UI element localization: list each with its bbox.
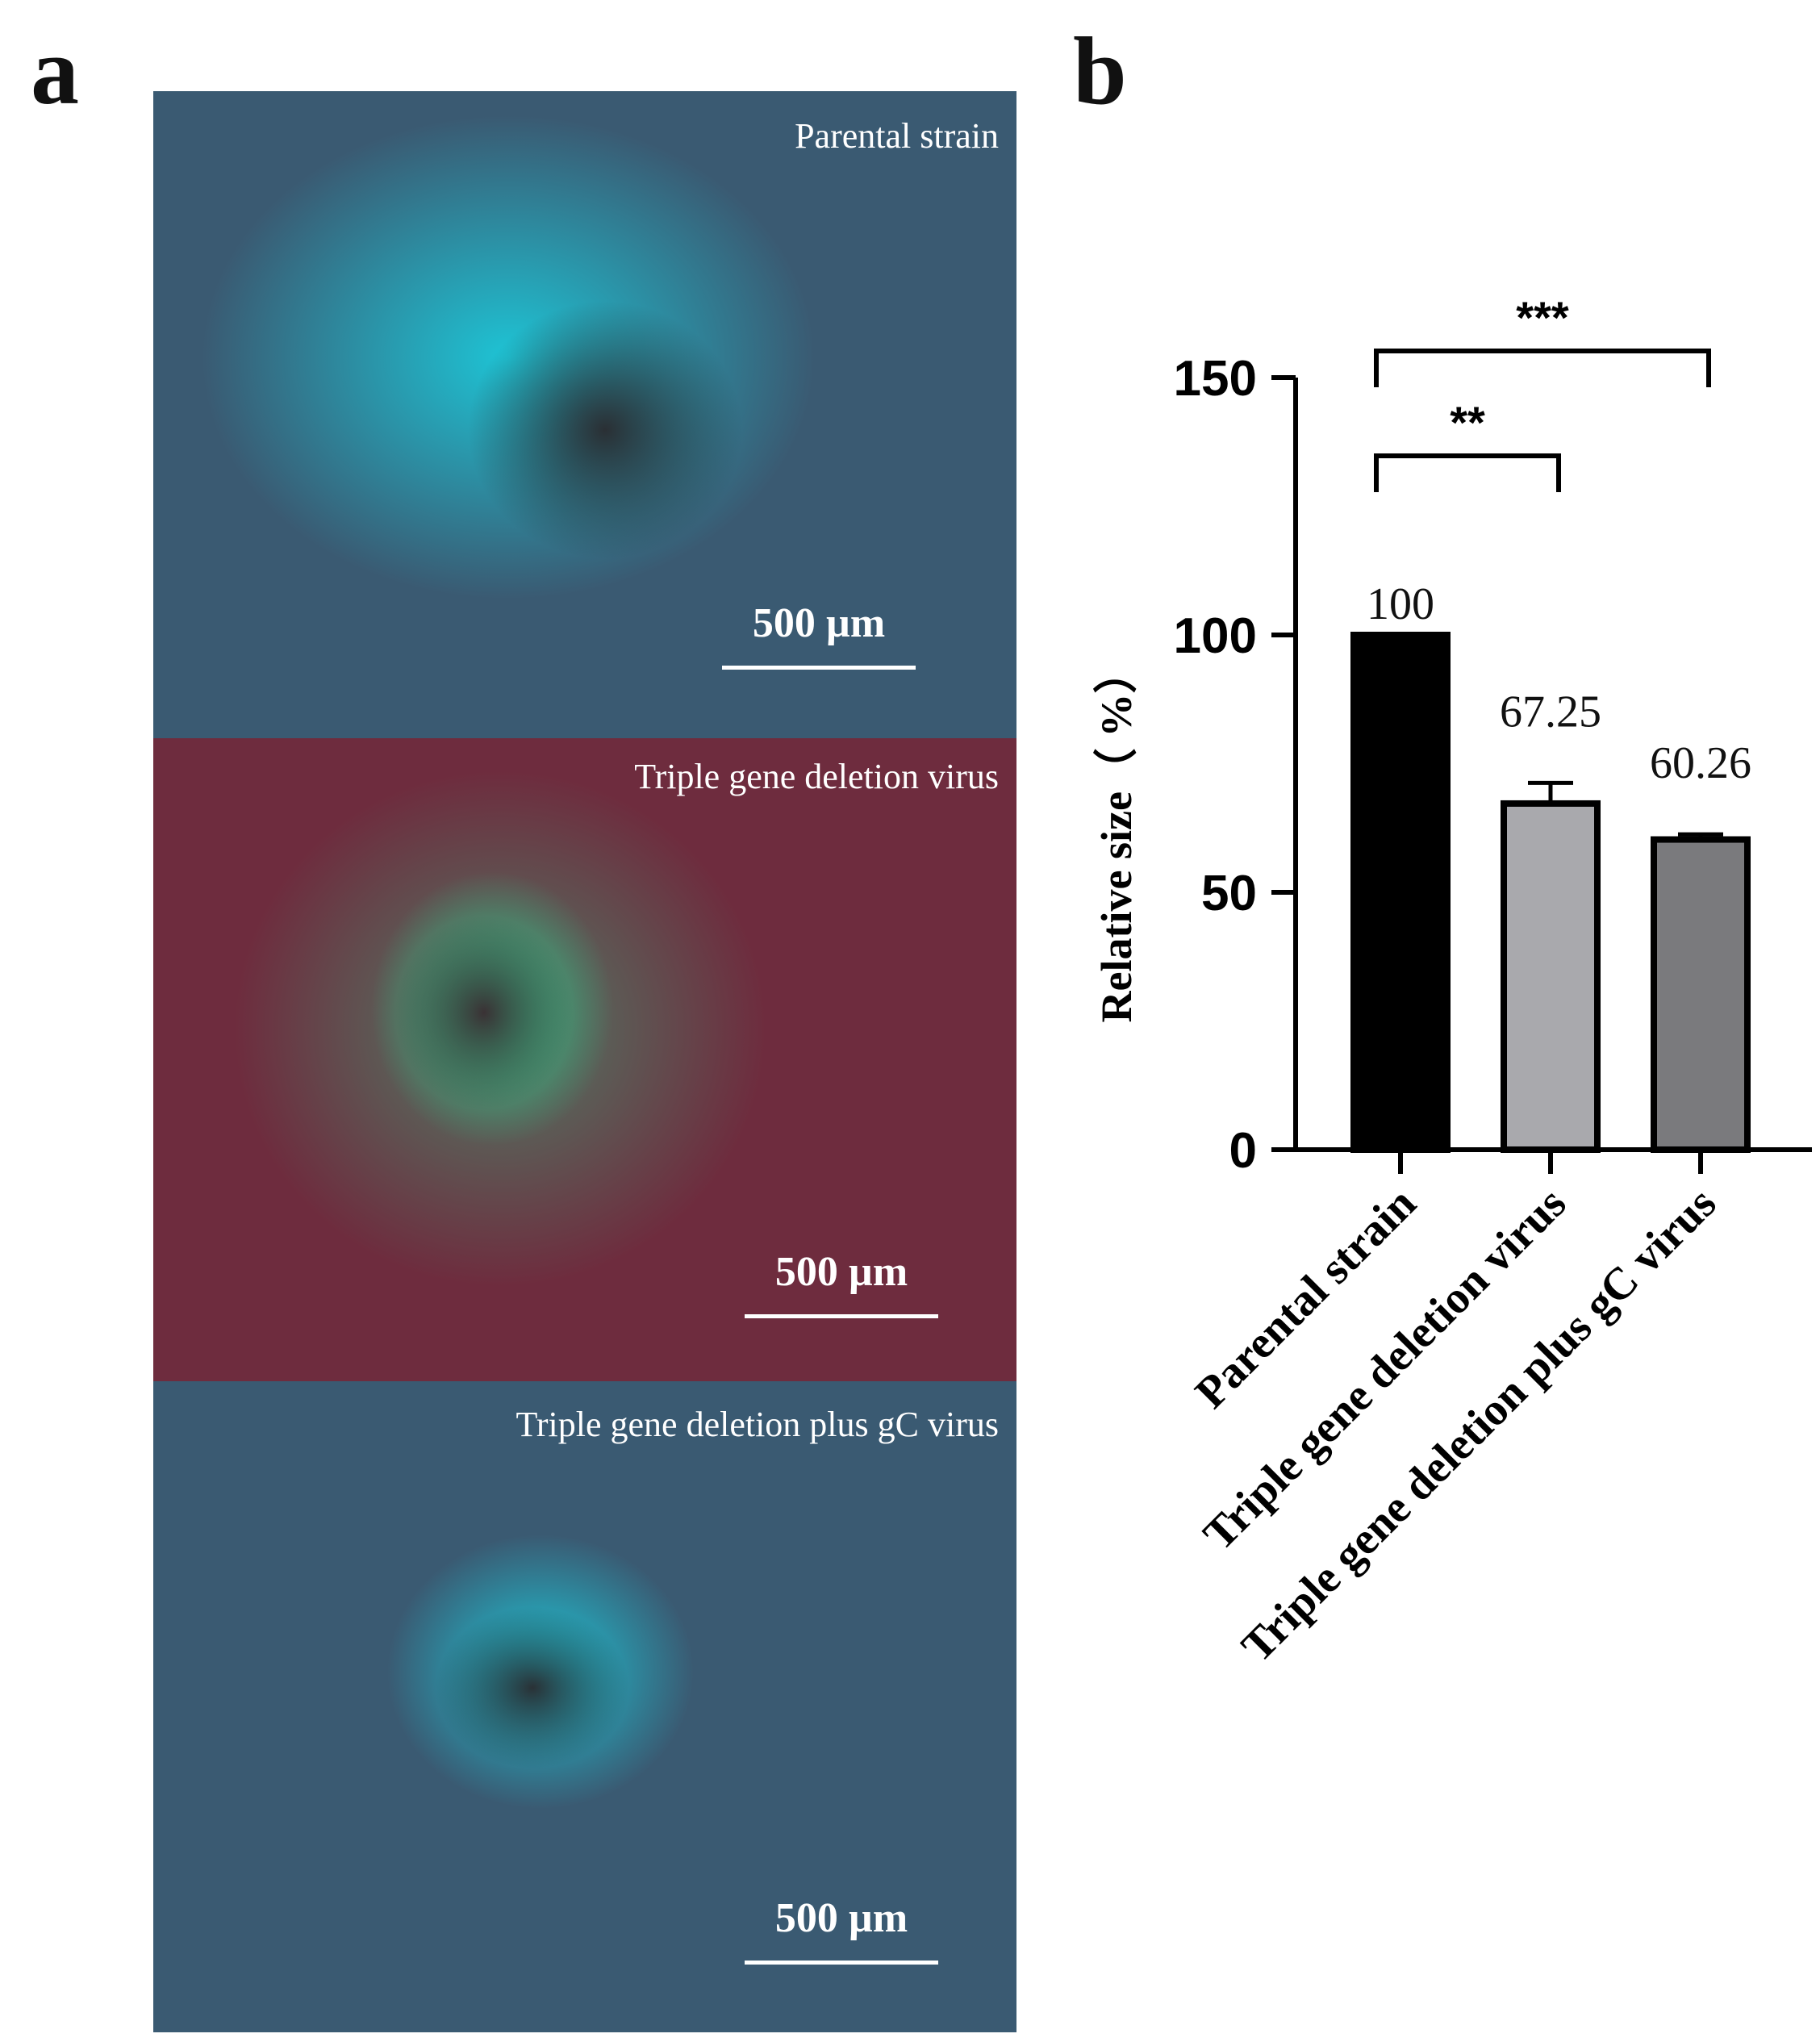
y-axis-label: Relative size（ %） [1092,650,1141,1023]
data-label: 67.25 [1500,687,1601,737]
significance-label: ** [1450,397,1485,448]
micrograph-title: Parental strain [795,116,999,156]
scale-label: 500 µm [752,600,886,646]
panel-label-b: b [1073,17,1127,124]
micrograph-parental: Parental strain 500 µm [153,91,1016,738]
y-tick-label: 0 [1229,1123,1257,1179]
micrograph-title: Triple gene deletion virus [634,757,999,796]
bar [1651,836,1751,1153]
micrograph-triple-deletion-gc: Triple gene deletion plus gC virus 500 µ… [153,1381,1016,2032]
scale-label: 500 µm [774,1249,908,1295]
y-tick-label: 100 [1174,608,1257,664]
y-tick-label: 50 [1201,866,1257,921]
micrograph-image [153,91,1016,738]
micrograph-image [153,738,1016,1381]
data-label: 60.26 [1650,738,1751,788]
scale-bar [745,1961,938,1965]
bar [1350,632,1451,1153]
data-label: 100 [1367,579,1434,629]
bar [1501,800,1601,1153]
micrograph-triple-deletion: Triple gene deletion virus 500 µm [153,738,1016,1381]
panel-label-a: a [31,17,79,124]
significance-label: *** [1516,292,1569,343]
scale-label: 500 µm [774,1895,908,1941]
significance-bracket [1374,453,1561,492]
scale-bar [722,666,916,670]
scale-bar [745,1314,938,1318]
micrograph-image [153,1381,1016,2032]
significance-bracket [1374,349,1711,387]
micrograph-title: Triple gene deletion plus gC virus [516,1405,999,1444]
y-tick-label: 150 [1174,351,1257,407]
